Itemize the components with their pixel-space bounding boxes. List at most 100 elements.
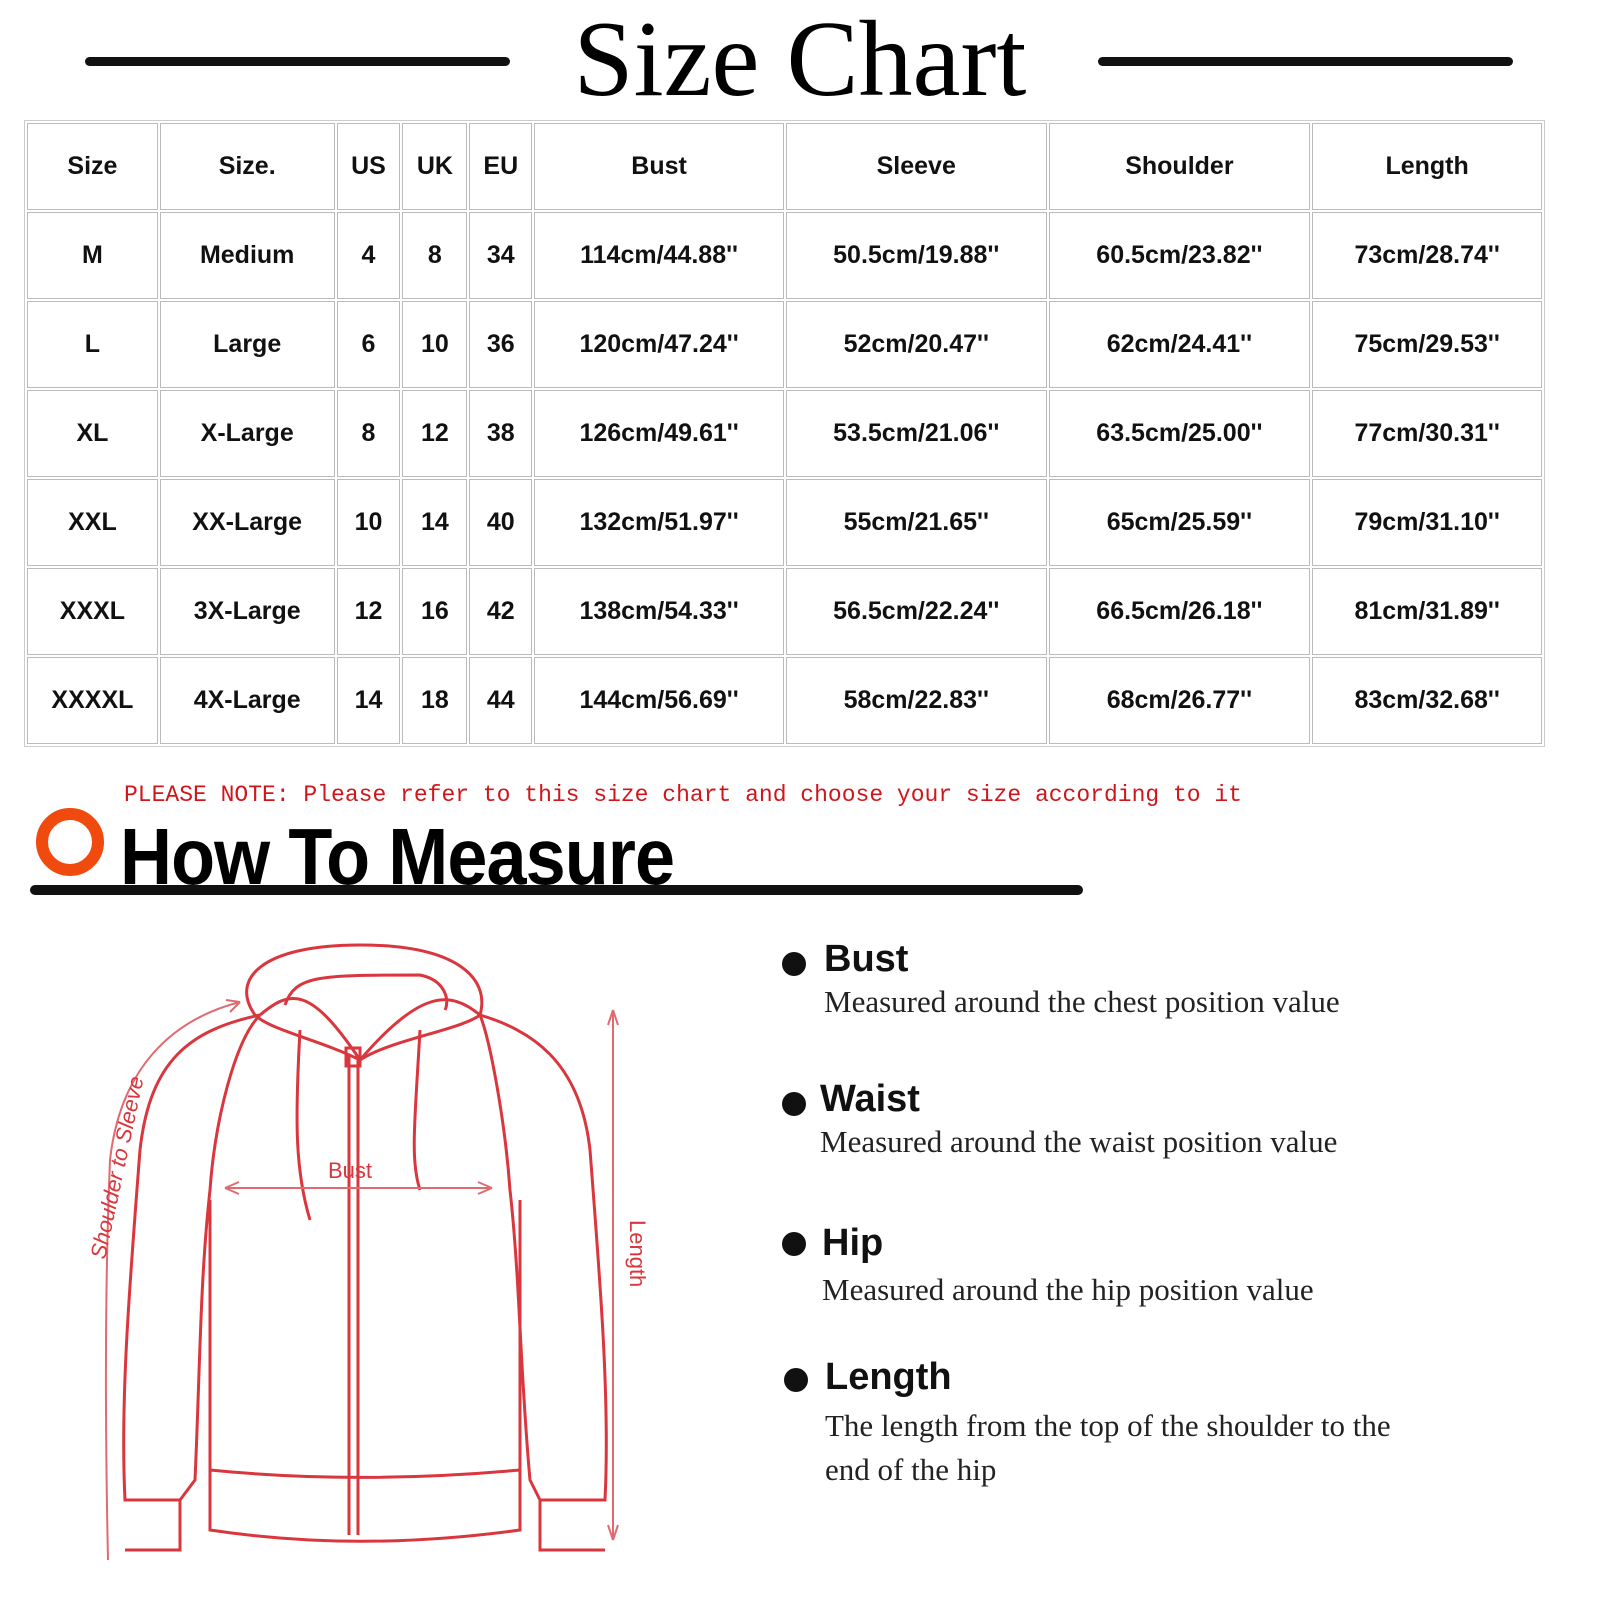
table-row: M Medium 4 8 34 114cm/44.88'' 50.5cm/19.88'' 60… xyxy=(27,212,1542,299)
table-cell: 114cm/44.88'' xyxy=(534,212,784,299)
table-cell: 50.5cm/19.88'' xyxy=(785,212,1047,299)
table-cell: 52cm/20.47'' xyxy=(785,301,1047,388)
column-header: Size. xyxy=(159,123,335,210)
table-cell: 65cm/25.59'' xyxy=(1048,479,1311,566)
column-header: EU xyxy=(469,123,533,210)
zipper-pull xyxy=(344,1046,362,1068)
table-cell: 4 xyxy=(336,212,401,299)
bullet-icon xyxy=(782,1092,806,1116)
measure-name: Bust xyxy=(824,938,909,980)
table-cell: Medium xyxy=(159,212,335,299)
column-header: Length xyxy=(1312,123,1542,210)
table-cell: 42 xyxy=(469,568,533,655)
measure-desc: Measured around the waist position value xyxy=(820,1124,1338,1159)
hood-inner xyxy=(259,973,481,1061)
table-cell: 56.5cm/22.24'' xyxy=(785,568,1047,655)
column-header: US xyxy=(336,123,401,210)
table-cell: 10 xyxy=(402,301,468,388)
please-note: PLEASE NOTE: Please refer to this size c… xyxy=(124,782,1242,808)
table-cell: 68cm/26.77'' xyxy=(1048,657,1311,744)
measure-desc: Measured around the chest position value xyxy=(824,984,1340,1019)
measure-name: Waist xyxy=(820,1078,920,1120)
zipper xyxy=(347,1055,360,1535)
table-cell: 75cm/29.53'' xyxy=(1312,301,1542,388)
measure-desc: Measured around the hip position value xyxy=(822,1272,1314,1307)
table-cell: 40 xyxy=(469,479,533,566)
ring-icon xyxy=(36,808,104,876)
table-cell: 126cm/49.61'' xyxy=(534,390,784,477)
table-cell: 36 xyxy=(469,301,533,388)
column-header: Shoulder xyxy=(1048,123,1311,210)
drawstrings xyxy=(295,1029,422,1221)
table-cell: 6 xyxy=(336,301,401,388)
length-arrow xyxy=(607,1009,619,1541)
table-row: L Large 6 10 36 120cm/47.24'' 52cm/20.47'' 62cm… xyxy=(27,301,1542,388)
hoodie-diagram: Bust Length Shoulder to Sleeve xyxy=(85,943,650,1561)
table-cell: 73cm/28.74'' xyxy=(1312,212,1542,299)
bullet-icon xyxy=(782,1232,806,1256)
length-label: Length xyxy=(625,1220,650,1287)
measure-name: Length xyxy=(825,1356,952,1398)
table-cell: 138cm/54.33'' xyxy=(534,568,784,655)
table-cell: XL xyxy=(27,390,158,477)
measure-name: Hip xyxy=(822,1222,884,1264)
bust-arrow xyxy=(224,1181,493,1195)
table-cell: 34 xyxy=(469,212,533,299)
table-cell: 132cm/51.97'' xyxy=(534,479,784,566)
bust-label: Bust xyxy=(328,1158,372,1183)
table-cell: 8 xyxy=(336,390,401,477)
table-cell: 66.5cm/26.18'' xyxy=(1048,568,1311,655)
title-rule-left xyxy=(85,57,510,66)
header-row: Size Size. US UK EU Bust Sleeve Shoulder Length xyxy=(27,123,1542,210)
table-cell: 53.5cm/21.06'' xyxy=(785,390,1047,477)
table-cell: 12 xyxy=(402,390,468,477)
table-row: XXXXL 4X-Large 14 18 44 144cm/56.69'' 58cm/22.… xyxy=(27,657,1542,744)
table-cell: 120cm/47.24'' xyxy=(534,301,784,388)
table-cell: 16 xyxy=(402,568,468,655)
size-table: Size Size. US UK EU Bust Sleeve Shoulder Length M… xyxy=(24,120,1545,747)
table-cell: X-Large xyxy=(159,390,335,477)
bullet-icon xyxy=(784,1368,808,1392)
table-cell: 3X-Large xyxy=(159,568,335,655)
table-row: XXL XX-Large 10 14 40 132cm/51.97'' 55cm/21.65… xyxy=(27,479,1542,566)
table-cell: 12 xyxy=(336,568,401,655)
torso xyxy=(208,1200,522,1543)
table-cell: 77cm/30.31'' xyxy=(1312,390,1542,477)
table-cell: 55cm/21.65'' xyxy=(785,479,1047,566)
body-outline xyxy=(122,1013,608,1552)
section-rule xyxy=(30,885,1083,895)
table-cell: M xyxy=(27,212,158,299)
table-cell: XXXXL xyxy=(27,657,158,744)
table-cell: 4X-Large xyxy=(159,657,335,744)
table-cell: 79cm/31.10'' xyxy=(1312,479,1542,566)
table-cell: 60.5cm/23.82'' xyxy=(1048,212,1311,299)
table-cell: L xyxy=(27,301,158,388)
table-cell: Large xyxy=(159,301,335,388)
table-cell: 62cm/24.41'' xyxy=(1048,301,1311,388)
column-header: Bust xyxy=(534,123,784,210)
table-row: XL X-Large 8 12 38 126cm/49.61'' 53.5cm/21.06'… xyxy=(27,390,1542,477)
table-cell: 14 xyxy=(336,657,401,744)
table-cell: 38 xyxy=(469,390,533,477)
table-cell: 8 xyxy=(402,212,468,299)
column-header: UK xyxy=(402,123,468,210)
column-header: Size xyxy=(27,123,158,210)
table-cell: 144cm/56.69'' xyxy=(534,657,784,744)
title-rule-right xyxy=(1098,57,1513,66)
table-cell: 44 xyxy=(469,657,533,744)
table-cell: 81cm/31.89'' xyxy=(1312,568,1542,655)
bullet-icon xyxy=(782,952,806,976)
table-cell: 18 xyxy=(402,657,468,744)
table-cell: 83cm/32.68'' xyxy=(1312,657,1542,744)
table-cell: 14 xyxy=(402,479,468,566)
table-cell: XXXL xyxy=(27,568,158,655)
page-title: Size Chart xyxy=(573,0,1027,119)
table-cell: 63.5cm/25.00'' xyxy=(1048,390,1311,477)
sleeve-arrow xyxy=(104,999,241,1561)
measure-desc: The length from the top of the shoulder … xyxy=(825,1408,1391,1487)
table-row: XXXL 3X-Large 12 16 42 138cm/54.33'' 56.5cm/22… xyxy=(27,568,1542,655)
hood-outline xyxy=(245,943,484,1062)
column-header: Sleeve xyxy=(785,123,1047,210)
table-cell: 10 xyxy=(336,479,401,566)
table-cell: XX-Large xyxy=(159,479,335,566)
